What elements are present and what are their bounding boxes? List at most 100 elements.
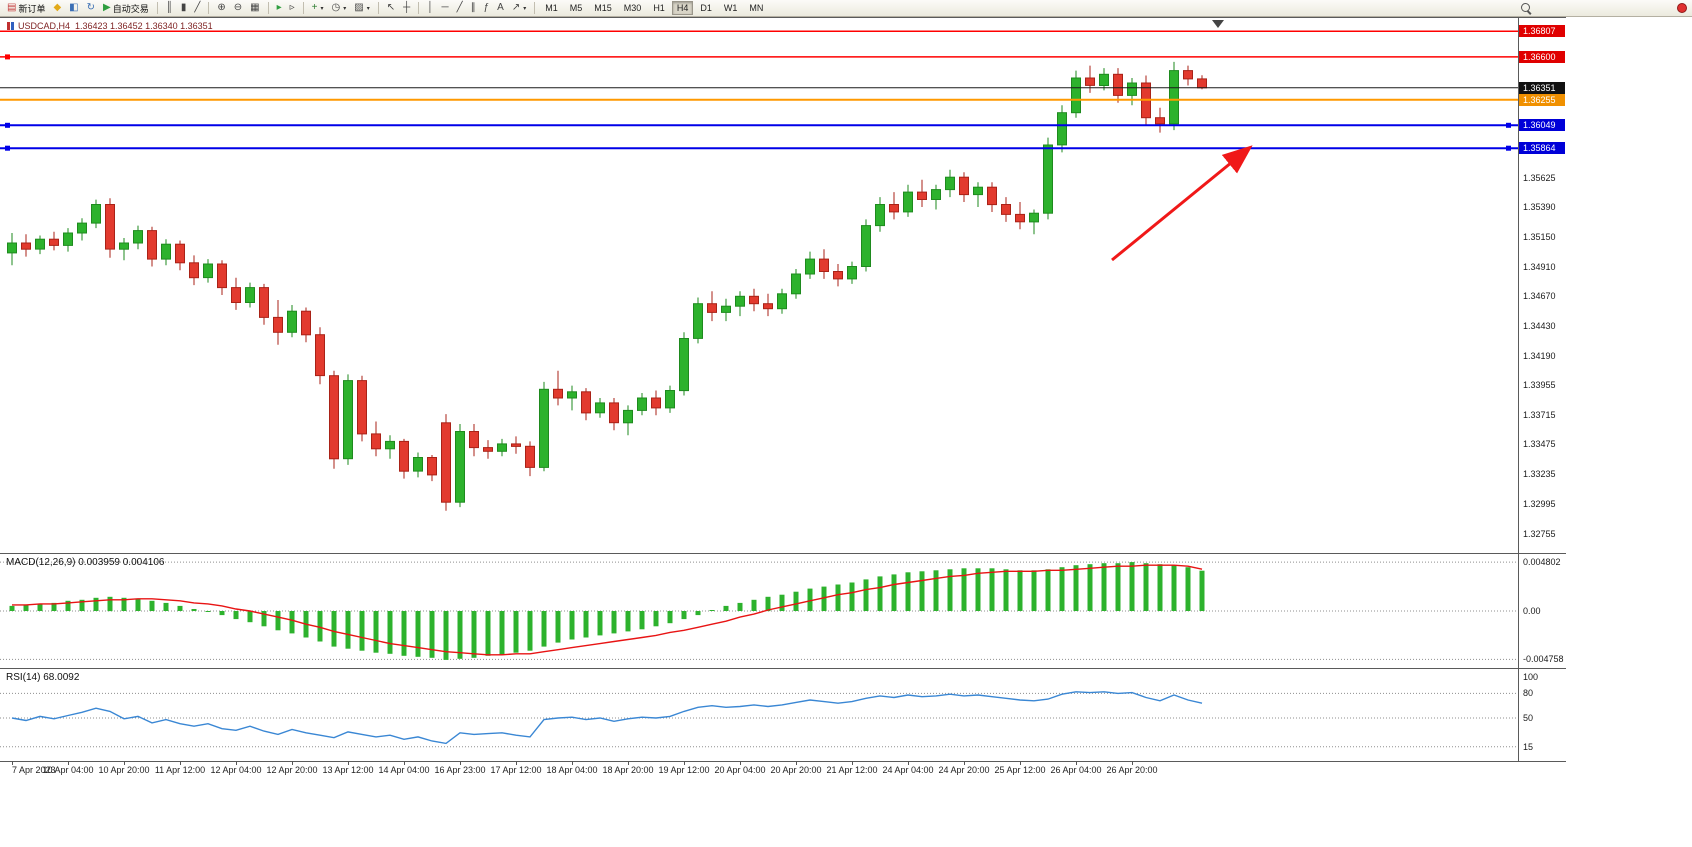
time-axis-label: 21 Apr 12:00 (826, 765, 878, 775)
refresh-button[interactable]: ↻ (83, 1, 99, 16)
horizontal-line-button[interactable]: ─ (437, 1, 452, 16)
arrows-button[interactable]: ↗ ▾ (508, 1, 530, 16)
timeframe-m1-button[interactable]: M1 (540, 1, 563, 15)
time-axis-tick (796, 761, 797, 765)
market-watch-button[interactable]: ◧ (65, 1, 82, 16)
timeframe-m5-button[interactable]: M5 (565, 1, 588, 15)
trend-arrow[interactable] (1111, 145, 1253, 262)
macd-bar (569, 611, 575, 640)
alerts-button[interactable]: ◆ (49, 1, 65, 16)
macd-bar (1171, 565, 1177, 611)
cursor-button[interactable]: ↖ (383, 1, 399, 16)
line-handle[interactable] (1506, 122, 1511, 128)
price-axis-label: 1.34910 (1523, 262, 1556, 272)
candle (847, 261, 857, 284)
macd-signal-line (12, 564, 1203, 656)
connection-status-icon[interactable] (1677, 3, 1687, 13)
timeframe-w1-button[interactable]: W1 (719, 1, 743, 15)
macd-bar (1129, 562, 1135, 611)
new-order-button[interactable]: ▤ 新订单 (3, 1, 49, 16)
macd-bar (639, 611, 645, 630)
chart-shift-marker[interactable] (1212, 20, 1224, 28)
macd-bar (583, 611, 589, 638)
candle (385, 435, 395, 459)
line-handle[interactable] (1506, 145, 1511, 151)
chart-shift-button[interactable]: ▹ (286, 1, 299, 16)
indicators-button[interactable]: + ▾ (308, 1, 328, 16)
macd-bar (401, 611, 407, 656)
macd-bar (471, 611, 477, 658)
autotrading-button[interactable]: ▶ 自动交易 (99, 1, 153, 16)
vertical-line-button[interactable]: │ (423, 1, 437, 16)
macd-bar (457, 611, 463, 659)
channel-button[interactable]: ∥ (467, 1, 480, 16)
macd-bar (415, 611, 421, 657)
macd-bar (527, 611, 533, 651)
candle (595, 398, 605, 418)
price-axis-label: 1.35150 (1523, 232, 1556, 242)
time-axis-tick (628, 761, 629, 765)
candlestick-chart-button[interactable]: ▮ (177, 1, 191, 16)
candle (749, 288, 759, 312)
line-handle[interactable] (5, 122, 10, 128)
candle (371, 421, 381, 457)
macd-bar (1185, 567, 1191, 611)
time-axis-label: 19 Apr 12:00 (658, 765, 710, 775)
rsi-panel-divider[interactable] (0, 668, 1566, 669)
autotrading-icon: ▶ (103, 2, 111, 13)
auto-scroll-button[interactable]: ▸ (273, 1, 286, 16)
macd-panel-divider[interactable] (0, 553, 1566, 554)
time-axis-tick (964, 761, 965, 765)
search-icon[interactable] (1521, 3, 1530, 12)
candle (7, 233, 17, 266)
macd-bar (1017, 570, 1023, 611)
timeframe-m15-button[interactable]: M15 (589, 1, 617, 15)
line-handle[interactable] (5, 145, 10, 151)
timeframe-d1-button[interactable]: D1 (695, 1, 717, 15)
bar-chart-button[interactable]: ║ (162, 1, 177, 16)
toolbar-separator (267, 2, 269, 14)
candle (1113, 68, 1123, 103)
price-axis-label: 1.35625 (1523, 173, 1556, 183)
price-axis-label: 1.33235 (1523, 469, 1556, 479)
line-handle[interactable] (5, 54, 10, 60)
rsi-panel[interactable] (0, 669, 1518, 761)
candle (805, 251, 815, 279)
fibonacci-button[interactable]: ƒ (480, 1, 494, 16)
macd-bar (919, 571, 925, 611)
price-tag: 1.36600 (1519, 51, 1565, 63)
templates-button[interactable]: ▨ ▾ (350, 1, 373, 16)
candle (973, 182, 983, 207)
timeframe-h4-button[interactable]: H4 (671, 1, 694, 15)
macd-bar (667, 611, 673, 624)
tile-windows-button[interactable]: ▦ (246, 1, 263, 16)
text-button[interactable]: A (493, 1, 508, 16)
macd-panel[interactable] (0, 554, 1518, 668)
zoom-in-button[interactable]: ⊕ (213, 1, 229, 16)
rsi-axis-label: 100 (1523, 672, 1539, 682)
macd-bar (149, 600, 155, 611)
macd-bar (947, 569, 953, 611)
time-axis-tick (516, 761, 517, 765)
periods-button[interactable]: ◷ ▾ (328, 1, 351, 16)
text-icon: A (497, 2, 504, 13)
time-axis-tick (124, 761, 125, 765)
crosshair-button[interactable]: ┼ (399, 1, 414, 16)
candle (1155, 107, 1165, 133)
time-axis-divider (0, 761, 1566, 762)
time-axis-tick (348, 761, 349, 765)
timeframe-mn-button[interactable]: MN (744, 1, 768, 15)
line-chart-button[interactable]: ╱ (190, 1, 204, 16)
candle (1127, 78, 1137, 106)
price-scale[interactable]: 1.35625 1.35390 1.35150 1.34910 1.34670 1.344… (1519, 0, 1566, 782)
timeframe-h1-button[interactable]: H1 (648, 1, 670, 15)
trendline-button[interactable]: ╱ (453, 1, 467, 16)
zoom-out-button[interactable]: ⊖ (230, 1, 246, 16)
time-scale[interactable]: 7 Apr 2023 10 Apr 04:00 10 Apr 20:00 11 Apr… (0, 761, 1518, 779)
candle (175, 240, 185, 271)
price-chart[interactable] (0, 18, 1518, 553)
candle (287, 305, 297, 338)
candle (1071, 70, 1081, 118)
timeframe-m30-button[interactable]: M30 (619, 1, 647, 15)
